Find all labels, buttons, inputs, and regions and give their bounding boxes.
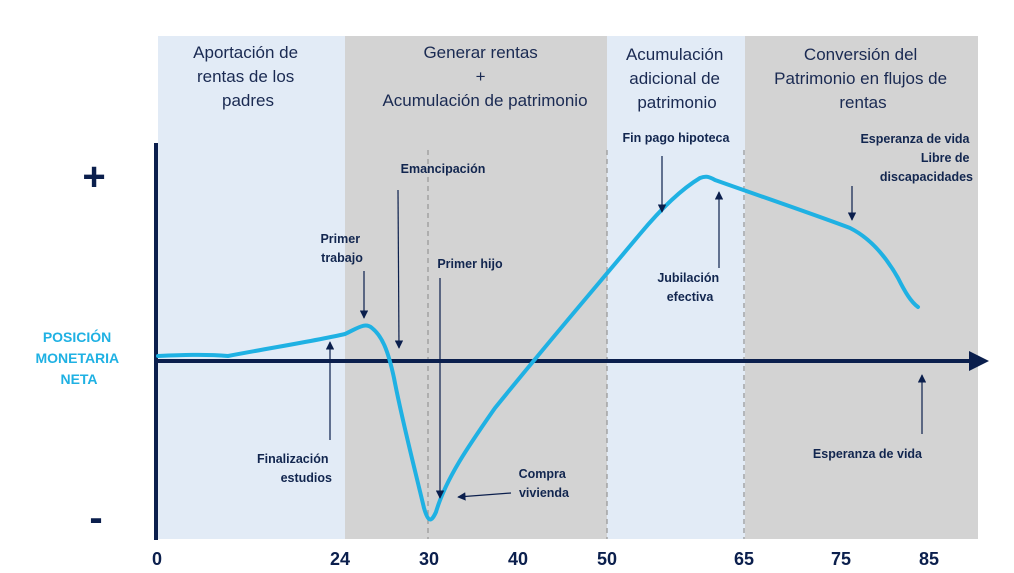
phase-band-4	[745, 36, 978, 539]
x-tick-24: 24	[330, 549, 350, 569]
label-primer-hijo: Primer hijo	[437, 257, 503, 271]
label-jubilacion-efectiva: Jubilación efectiva	[657, 271, 722, 304]
minus-sign: -	[89, 496, 102, 540]
x-tick-30: 30	[419, 549, 439, 569]
x-tick-50: 50	[597, 549, 617, 569]
x-tick-40: 40	[508, 549, 528, 569]
phase-band-3	[607, 36, 745, 539]
phase-title-1: Aportación de rentas de los padres	[193, 43, 303, 110]
label-compra-vivienda: Compra vivienda	[519, 467, 570, 500]
phase-band-2	[345, 36, 607, 539]
x-tick-75: 75	[831, 549, 851, 569]
x-tick-85: 85	[919, 549, 939, 569]
arrow-emancipacion	[394, 189, 404, 349]
phase-title-3: Acumulación adicional de patrimonio	[626, 45, 728, 112]
plus-sign: +	[82, 155, 105, 199]
x-tick-0: 0	[152, 549, 162, 569]
net-position-curve	[156, 174, 920, 522]
x-tick-65: 65	[734, 549, 754, 569]
label-primer-trabajo: Primer trabajo	[320, 232, 363, 265]
arrow-compra-vivienda	[457, 492, 512, 501]
phase-title-2: Generar rentas + Acumulación de patrimon…	[382, 43, 587, 110]
label-esperanza-vida-libre: Esperanza de vida Libre de discapacidade…	[860, 132, 973, 184]
label-fin-pago-hipoteca: Fin pago hipoteca	[623, 131, 731, 145]
phase-band-1	[158, 36, 345, 539]
label-esperanza-vida: Esperanza de vida	[813, 447, 923, 461]
label-finalizacion-estudios: Finalización estudios	[257, 452, 332, 485]
label-emancipacion: Emancipación	[401, 162, 486, 176]
y-axis-label: POSICIÓN MONETARIA NETA	[35, 328, 122, 387]
phase-title-4: Conversión del Patrimonio en flujos de r…	[774, 45, 952, 112]
